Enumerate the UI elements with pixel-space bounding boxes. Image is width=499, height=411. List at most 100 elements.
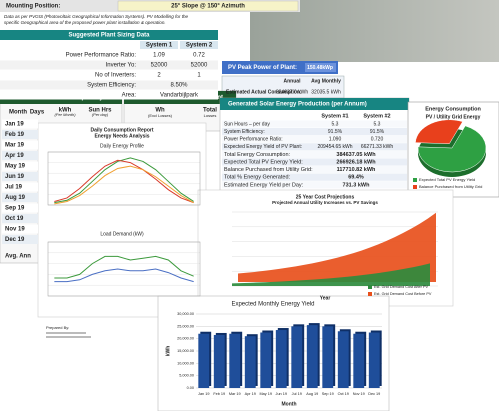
- col-header-text: Losses: [204, 113, 217, 118]
- chart-subtitle: PV / Utility Grid Energy: [426, 114, 481, 120]
- month: Feb 19: [5, 132, 25, 138]
- bar: [229, 333, 241, 388]
- row-bg: [2, 224, 38, 234]
- row-label: Expected Total PV Energy Yield:: [224, 159, 303, 165]
- month: Oct 19: [5, 216, 24, 222]
- mounting-label: Mounting Position:: [6, 4, 60, 10]
- row-label: No of Inverters:: [95, 73, 136, 79]
- row-bg: [222, 128, 407, 136]
- x-tick-label: Feb 19: [213, 392, 225, 396]
- chart-label: Daily Energy Profile: [100, 143, 144, 149]
- month: May 19: [5, 164, 26, 170]
- month: Aug 19: [5, 195, 26, 201]
- row-label: Sun Hours – per day: [224, 121, 270, 127]
- bar: [291, 326, 303, 388]
- line-series: [54, 165, 194, 205]
- col-header-text: (Excl Losses): [148, 113, 173, 118]
- cell: 1: [197, 73, 201, 79]
- col-header-text: System 1: [146, 43, 173, 49]
- row-label: Total % Energy Generated:: [224, 175, 291, 181]
- intro: specific Geographical area of the propos…: [4, 20, 166, 25]
- cell: 66271.33 kWh: [361, 144, 393, 150]
- row-bg: [222, 166, 407, 174]
- row-label: Estimated Energy Yield per Day:: [224, 182, 304, 188]
- mounting-value: 25° Slope @ 150° Azimuth: [171, 4, 245, 10]
- chart-subtitle: Energy Needs Analysis: [94, 133, 149, 139]
- area-series: [238, 212, 436, 282]
- col-header-text: Annual: [284, 78, 302, 84]
- month: Jun 19: [5, 174, 25, 180]
- footnote-line: [46, 332, 86, 334]
- chart-title: Energy Consumption: [425, 106, 481, 112]
- col-header-text: System 2: [186, 43, 213, 49]
- col-header-text: System #2: [363, 113, 390, 119]
- col-header-text: Sun Hrs: [88, 108, 112, 114]
- x-tick-label: Mar 19: [229, 392, 241, 396]
- row-label: Power Performance Ratio:: [224, 137, 283, 143]
- cell: 69.4%: [348, 175, 364, 181]
- plot-frame: [47, 241, 201, 297]
- cell: 209454.65 kWh: [317, 144, 352, 150]
- chart-subtitle: Projected Annual Utility Increases vs. P…: [272, 200, 378, 205]
- peak-label: PV Peak Power of Plant:: [228, 65, 297, 71]
- month: Jan 19: [5, 122, 24, 128]
- row-label: System Efficiency:: [224, 129, 265, 135]
- col-header-text: Days: [30, 110, 45, 116]
- x-tick-label: Nov 19: [353, 392, 365, 396]
- row-bg: [0, 70, 218, 80]
- prepared-by: Prepared By:: [46, 325, 69, 330]
- line-series: [54, 268, 194, 283]
- row-bg: [2, 140, 38, 150]
- cell: 5.3: [374, 121, 381, 127]
- legend-swatch: [413, 185, 417, 189]
- y-tick-label: 0.00: [187, 386, 194, 390]
- row-bg: [2, 161, 38, 171]
- col-header-text: System #1: [321, 113, 348, 119]
- cell: 1.09: [153, 53, 165, 59]
- month: Mar 19: [5, 143, 25, 149]
- cell: 384637.05 kWh: [336, 152, 376, 158]
- cell: 52000: [151, 63, 168, 69]
- row-bg: [2, 193, 38, 202]
- header-bar: [220, 98, 409, 110]
- row-bg: [222, 143, 407, 151]
- chart-title: Load Demand (kW): [100, 231, 144, 237]
- row-bg: [222, 158, 407, 166]
- cell: 91.5%: [328, 129, 343, 135]
- legend-label: Est. Grid Demand Cost Before PV: [374, 292, 432, 296]
- cell: 384637.0 kWh: [276, 89, 308, 95]
- x-tick-label: May 19: [260, 392, 272, 396]
- col-header-text: (Per day): [92, 112, 109, 117]
- row-bg: [2, 151, 38, 160]
- bar: [198, 333, 210, 388]
- month: Jul 19: [5, 185, 23, 191]
- row-bg: [2, 214, 38, 223]
- col-header-text: kWh: [59, 108, 72, 114]
- month: Dec 19: [5, 237, 25, 243]
- row-bg: [222, 181, 407, 189]
- chart-title: 25 Year Cost Projections: [296, 194, 355, 200]
- axis-title: Month: [282, 401, 297, 407]
- bar: [353, 333, 365, 388]
- x-tick-label: Sep 19: [322, 392, 334, 396]
- row-bg: [2, 172, 38, 181]
- x-tick-label: Jul 19: [292, 392, 302, 396]
- bar: [244, 336, 256, 388]
- chart-title: Daily Consumption Report: [90, 127, 153, 133]
- bar: [213, 334, 225, 388]
- row-label: Estimated Actual Consumption:: [226, 89, 302, 95]
- area-series: [232, 263, 430, 286]
- month: Apr 19: [5, 153, 24, 159]
- cell: 52000: [191, 63, 208, 69]
- row-bg: [2, 119, 38, 129]
- row-bg: [0, 60, 218, 70]
- bar: [260, 332, 272, 388]
- x-tick-label: Oct 19: [338, 392, 349, 396]
- col-header-text: Avg Monthly: [311, 78, 341, 84]
- bar: [306, 325, 318, 388]
- x-tick-label: Jan 19: [198, 392, 209, 396]
- cell: 91.5%: [370, 129, 385, 135]
- cell: 0.720: [371, 137, 384, 143]
- month: Sep 19: [5, 206, 25, 212]
- pie-slice: [415, 119, 463, 145]
